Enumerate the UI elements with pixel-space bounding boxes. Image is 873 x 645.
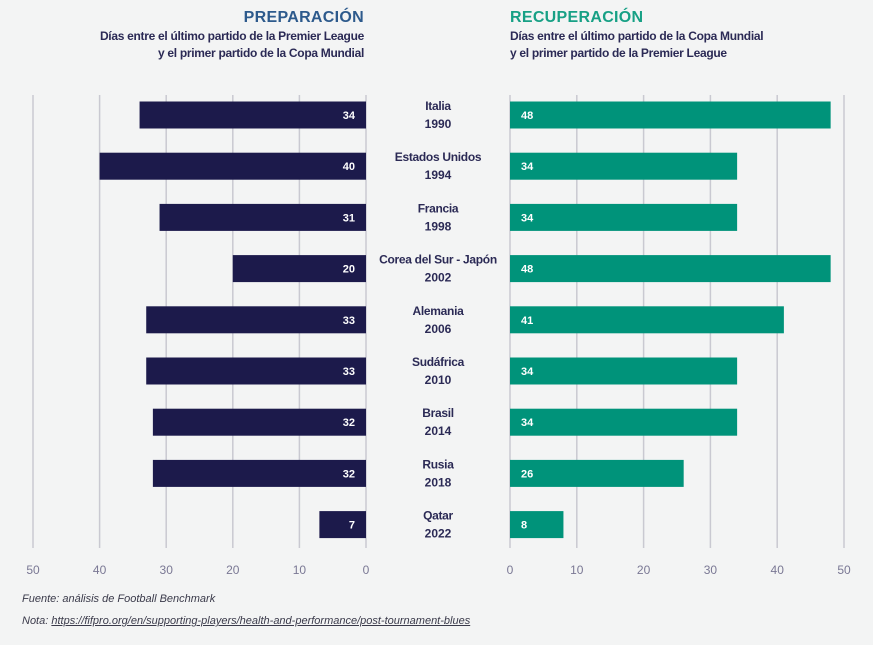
preparation-data-label: 32: [343, 468, 355, 480]
preparation-data-label: 32: [343, 417, 355, 429]
tick-label-right: 40: [771, 563, 785, 577]
recovery-bar: [510, 408, 738, 436]
preparation-bar: [146, 306, 366, 334]
note-label: Nota:: [22, 615, 49, 627]
category-country-label: Corea del Sur - Japón: [379, 253, 497, 267]
recovery-data-label: 8: [521, 520, 527, 532]
tick-label-right: 30: [704, 563, 718, 577]
preparation-subtitle-line1: Días entre el último partido de la Premi…: [99, 29, 364, 43]
category-year-label: 1990: [425, 117, 452, 131]
preparation-bar: [159, 203, 366, 231]
recovery-bar: [510, 511, 564, 539]
category-year-label: 2018: [425, 475, 452, 489]
recovery-data-label: 34: [521, 366, 534, 378]
recovery-bar: [510, 152, 738, 180]
preparation-bar: [232, 255, 366, 283]
preparation-bar: [139, 101, 366, 129]
preparation-bar: [146, 357, 366, 385]
preparation-data-label: 40: [343, 161, 355, 173]
recovery-bar: [510, 459, 684, 487]
recovery-data-label: 41: [521, 315, 533, 327]
preparation-data-label: 33: [343, 315, 355, 327]
recovery-data-label: 26: [521, 468, 533, 480]
tick-label-left: 10: [293, 563, 307, 577]
category-country-label: Italia: [425, 99, 451, 113]
recovery-bar: [510, 101, 831, 129]
preparation-subtitle-line2: y el primer partido de la Copa Mundial: [158, 46, 364, 60]
category-country-label: Brasil: [422, 406, 454, 420]
category-year-label: 2022: [425, 527, 452, 541]
recovery-header: RECUPERACIÓN Días entre el último partid…: [510, 8, 764, 62]
category-year-label: 2010: [425, 373, 452, 387]
tick-label-right: 20: [637, 563, 651, 577]
preparation-data-label: 7: [349, 520, 355, 532]
recovery-subtitle-line1: Días entre el último partido de la Copa …: [510, 29, 764, 43]
note-link[interactable]: https://fifpro.org/en/supporting-players…: [51, 615, 471, 627]
tick-label-left: 20: [226, 563, 240, 577]
category-year-label: 1998: [425, 219, 452, 233]
preparation-bar: [152, 408, 366, 436]
category-year-label: 2006: [425, 322, 452, 336]
recovery-bar: [510, 357, 738, 385]
reference-note: Nota: https://fifpro.org/en/supporting-p…: [22, 615, 470, 627]
tick-label-left: 30: [160, 563, 174, 577]
category-country-label: Estados Unidos: [395, 150, 482, 164]
category-country-label: Francia: [418, 201, 459, 215]
category-country-label: Alemania: [413, 304, 465, 318]
category-country-label: Rusia: [422, 457, 454, 471]
recovery-subtitle-line2: y el primer partido de la Premier League: [510, 46, 727, 60]
preparation-bar: [319, 511, 366, 539]
tick-label-left: 50: [26, 563, 40, 577]
preparation-bar: [152, 459, 366, 487]
recovery-data-label: 34: [521, 161, 534, 173]
recovery-data-label: 34: [521, 212, 534, 224]
preparation-data-label: 31: [343, 212, 355, 224]
tick-label-right: 10: [570, 563, 584, 577]
recovery-bar: [510, 255, 831, 283]
preparation-data-label: 33: [343, 366, 355, 378]
tick-label-right: 0: [507, 563, 514, 577]
recovery-bar: [510, 306, 784, 334]
preparation-bar: [99, 152, 366, 180]
recovery-bar: [510, 203, 738, 231]
preparation-data-label: 34: [343, 110, 356, 122]
category-year-label: 1994: [425, 168, 452, 182]
recovery-data-label: 48: [521, 110, 533, 122]
category-year-label: 2014: [425, 424, 452, 438]
source-note: Fuente: análisis de Football Benchmark: [22, 593, 216, 605]
category-country-label: Qatar: [423, 509, 453, 523]
recovery-data-label: 48: [521, 264, 533, 276]
recovery-title: RECUPERACIÓN: [510, 9, 644, 26]
tick-label-left: 0: [363, 563, 370, 577]
preparation-title: PREPARACIÓN: [243, 9, 364, 26]
tick-label-right: 50: [837, 563, 851, 577]
category-year-label: 2002: [425, 271, 452, 285]
tick-label-left: 40: [93, 563, 107, 577]
recovery-data-label: 34: [521, 417, 534, 429]
preparation-header: PREPARACIÓN Días entre el último partido…: [100, 8, 364, 62]
category-country-label: Sudáfrica: [412, 355, 465, 369]
preparation-data-label: 20: [343, 264, 355, 276]
